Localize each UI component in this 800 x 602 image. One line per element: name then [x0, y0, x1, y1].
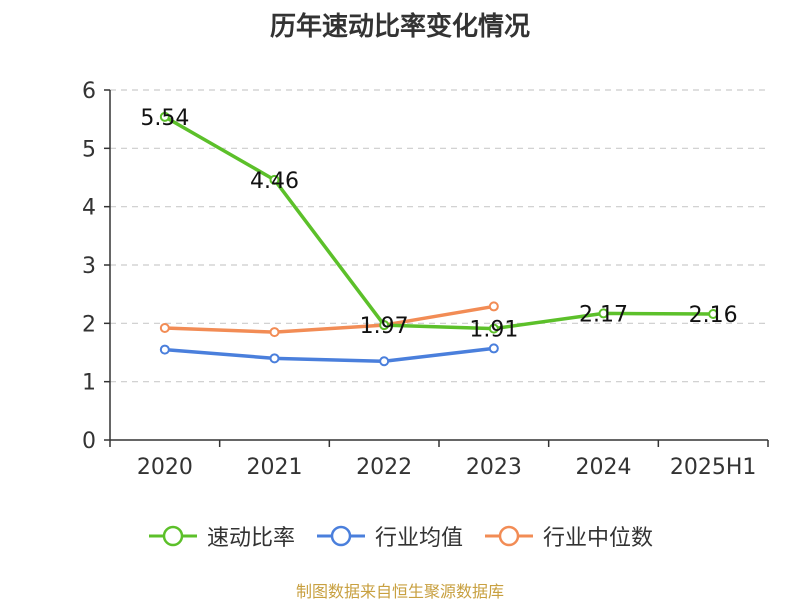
data-label: 2.16 [689, 303, 738, 328]
data-point [159, 344, 170, 355]
legend-marker-icon [148, 525, 197, 547]
data-label: 2.17 [579, 302, 628, 327]
x-tick-label: 2025H1 [670, 455, 757, 480]
legend-item[interactable]: 行业均值 [315, 520, 463, 552]
y-tick-label: 1 [82, 371, 96, 396]
legend-label: 行业中位数 [543, 526, 654, 551]
y-tick-label: 2 [82, 312, 96, 337]
x-tick-label: 2024 [576, 455, 632, 480]
data-label: 1.97 [360, 314, 409, 339]
data-point [598, 308, 609, 319]
legend: 速动比率 行业均值 行业中位数 [0, 520, 800, 552]
series-line [164, 346, 495, 363]
data-point [488, 323, 499, 334]
data-point [379, 320, 390, 331]
series-line [163, 115, 714, 331]
x-tick-label: 2023 [466, 455, 522, 480]
y-tick-label: 0 [82, 429, 96, 454]
data-point [708, 309, 719, 319]
source-note: 制图数据来自恒生聚源数据库 [295, 582, 504, 601]
legend-item[interactable]: 行业中位数 [483, 520, 653, 552]
y-tick-label: 3 [82, 254, 96, 279]
data-point [269, 353, 280, 364]
data-point [269, 174, 280, 185]
data-point [269, 327, 280, 338]
legend-item[interactable]: 速动比率 [147, 520, 295, 552]
legend-marker-icon [485, 525, 533, 547]
data-point [379, 356, 390, 367]
x-tick-label: 2021 [247, 455, 303, 480]
series-line [164, 304, 495, 334]
legend-label: 速动比率 [206, 526, 295, 551]
data-label: 4.46 [250, 169, 299, 194]
y-tick-label: 6 [82, 79, 96, 104]
x-tick-label: 2020 [137, 455, 193, 480]
data-point [488, 301, 499, 312]
y-tick-label: 4 [82, 196, 96, 221]
chart-title: 历年速动比率变化情况 [269, 12, 530, 42]
legend-marker-icon [316, 525, 365, 547]
x-tick-label: 2022 [356, 455, 412, 480]
data-label: 5.54 [140, 106, 189, 131]
legend-label: 行业均值 [374, 526, 463, 551]
data-point [488, 343, 499, 354]
data-label: 1.91 [469, 318, 518, 343]
y-tick-label: 5 [82, 137, 96, 162]
data-point [159, 111, 170, 122]
data-point [159, 323, 170, 333]
